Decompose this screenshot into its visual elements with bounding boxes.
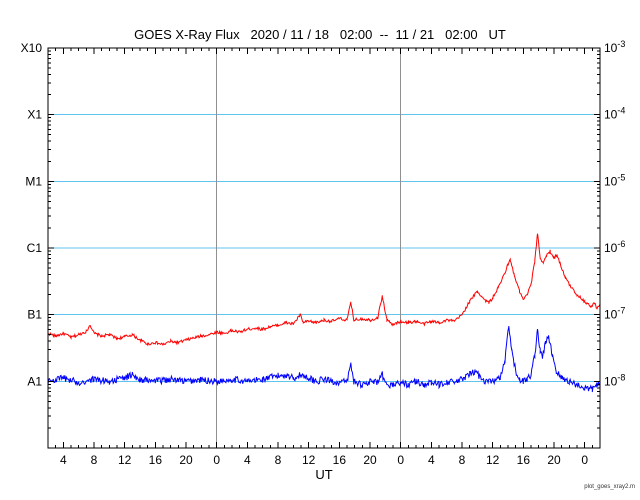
x-tick-label: 12 <box>486 453 500 467</box>
x-tick-label: 12 <box>118 453 132 467</box>
flux-class-label: A1 <box>27 374 42 388</box>
x-tick-label: 16 <box>517 453 531 467</box>
x-tick-label: 12 <box>302 453 316 467</box>
flux-exponent-label: 10-5 <box>604 172 625 188</box>
x-tick-label: 4 <box>60 453 67 467</box>
flux-exponent-label: 10-6 <box>604 239 625 255</box>
flux-exponent-label: 10-7 <box>604 306 625 322</box>
flux-class-label: X10 <box>21 41 43 55</box>
x-tick-label: 8 <box>459 453 466 467</box>
x-tick-label: 0 <box>213 453 220 467</box>
chart-title: GOES X-Ray Flux 2020 / 11 / 18 02:00 -- … <box>134 27 506 42</box>
xray-flux-blue-line <box>47 325 601 393</box>
decade-gridlines <box>48 114 600 382</box>
xray-flux-red-line <box>47 233 601 347</box>
flux-class-label: C1 <box>27 241 43 255</box>
x-tick-label: 20 <box>363 453 377 467</box>
x-tick-label: 20 <box>547 453 561 467</box>
flux-class-label: M1 <box>25 174 42 188</box>
x-tick-label: 8 <box>91 453 98 467</box>
x-tick-label: 4 <box>428 453 435 467</box>
x-tick-label: 20 <box>179 453 193 467</box>
flux-exponent-label: 10-8 <box>604 372 625 388</box>
watermark-text: plot_goes_xray2.m <box>584 484 635 490</box>
axis-labels: X10 X1 M1 C1 B1 A1 10-3 10-4 10-5 10-6 10-7 10-8 4 8 1… <box>21 39 626 467</box>
x-tick-label: 16 <box>333 453 347 467</box>
x-tick-label: 16 <box>149 453 163 467</box>
flux-class-label: X1 <box>27 108 42 122</box>
x-axis-title: UT <box>315 467 333 482</box>
x-tick-label: 0 <box>397 453 404 467</box>
x-tick-label: 4 <box>244 453 251 467</box>
flux-exponent-label: 10-3 <box>604 39 625 55</box>
plot-border <box>47 47 601 449</box>
flux-exponent-label: 10-4 <box>604 106 625 122</box>
flux-class-label: B1 <box>27 308 42 322</box>
x-tick-label: 0 <box>581 453 588 467</box>
x-tick-label: 8 <box>275 453 282 467</box>
